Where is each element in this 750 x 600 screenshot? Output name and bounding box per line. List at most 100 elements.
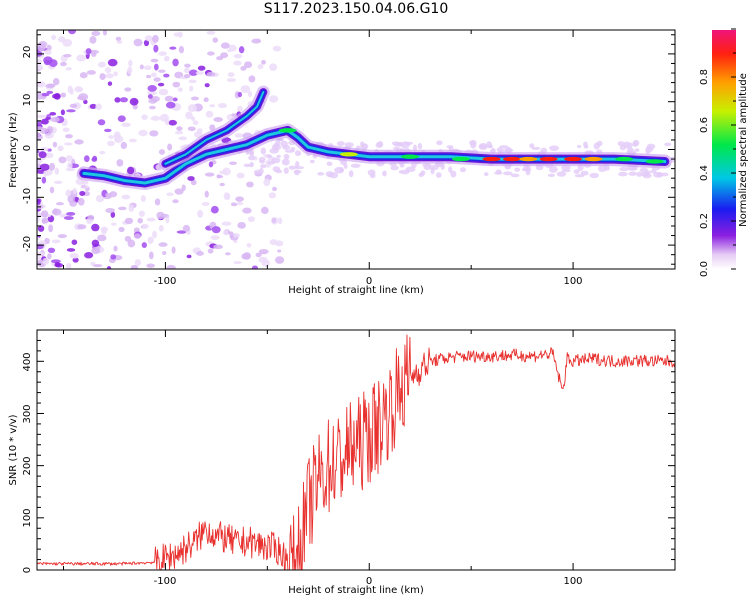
snr-ticks	[37, 330, 676, 571]
noise-speckle	[361, 143, 368, 150]
noise-speckle	[80, 184, 89, 189]
noise-speckle	[67, 195, 75, 204]
noise-speckle	[172, 58, 179, 67]
noise-speckle	[632, 141, 639, 147]
spectral-peak	[339, 152, 358, 157]
noise-speckle	[39, 163, 50, 171]
noise-speckle	[42, 257, 50, 265]
noise-speckle	[190, 116, 196, 121]
noise-speckle	[83, 155, 90, 163]
noise-speckle	[152, 230, 157, 239]
noise-speckle	[107, 140, 115, 147]
noise-speckle	[41, 219, 47, 224]
noise-speckle	[49, 186, 55, 194]
ridge-upper-center	[164, 91, 265, 165]
noise-speckle	[247, 216, 255, 222]
noise-speckle	[53, 93, 61, 100]
noise-speckle	[113, 245, 118, 252]
noise-speckle	[44, 59, 51, 66]
noise-speckle	[41, 176, 47, 184]
noise-speckle	[334, 166, 345, 174]
noise-speckle	[628, 171, 638, 176]
noise-speckle	[186, 254, 192, 259]
noise-speckle	[294, 169, 300, 176]
noise-speckle	[237, 91, 242, 98]
noise-speckle	[53, 180, 63, 185]
noise-speckle	[37, 92, 43, 100]
noise-speckle	[169, 46, 177, 50]
noise-speckle	[246, 242, 252, 248]
noise-speckle	[77, 197, 85, 206]
noise-speckle	[54, 167, 60, 175]
noise-speckle	[233, 53, 243, 59]
noise-speckle	[375, 142, 382, 149]
noise-speckle	[77, 95, 86, 101]
noise-speckle	[221, 221, 232, 226]
noise-speckle	[261, 206, 269, 215]
noise-speckle	[141, 114, 148, 120]
noise-speckle	[577, 144, 582, 149]
noise-speckle	[257, 64, 264, 70]
spectral-peak	[615, 156, 634, 162]
colorbar-gradient	[712, 30, 736, 269]
noise-speckle	[176, 126, 183, 131]
noise-speckle	[66, 248, 76, 252]
noise-speckle	[114, 97, 121, 103]
noise-speckle	[147, 84, 157, 92]
noise-speckle	[71, 239, 78, 245]
noise-speckle	[233, 261, 242, 265]
noise-speckle	[295, 161, 300, 169]
noise-speckle	[206, 30, 216, 35]
noise-speckle	[162, 251, 167, 255]
noise-speckle	[435, 172, 442, 178]
noise-speckle	[626, 147, 634, 153]
noise-speckle	[503, 171, 513, 176]
noise-speckle	[58, 156, 67, 164]
noise-speckle	[184, 63, 191, 68]
noise-speckle	[258, 168, 264, 175]
noise-speckle	[57, 145, 64, 152]
top-ytick-label: 0	[22, 145, 33, 151]
noise-speckle	[278, 217, 283, 225]
noise-speckle	[619, 166, 629, 172]
noise-speckle	[37, 198, 41, 205]
noise-speckle	[187, 126, 196, 132]
noise-speckle	[158, 51, 167, 56]
noise-speckle	[130, 265, 138, 269]
noise-speckle	[174, 131, 184, 135]
noise-speckle	[241, 253, 251, 260]
noise-speckle	[664, 142, 672, 147]
noise-speckle	[41, 118, 49, 125]
noise-speckle	[48, 224, 54, 233]
noise-speckle	[133, 233, 141, 239]
noise-speckle	[95, 103, 102, 111]
noise-speckle	[417, 142, 423, 150]
noise-speckle	[99, 150, 106, 155]
noise-speckle	[183, 74, 191, 79]
noise-speckle	[251, 265, 258, 269]
noise-speckle	[326, 161, 333, 166]
noise-speckle	[636, 171, 643, 177]
figure-title: S117.2023.150.04.06.G10	[263, 1, 449, 17]
top-ytick-label: -20	[22, 236, 33, 252]
noise-speckle	[237, 105, 243, 113]
noise-speckle	[216, 174, 221, 179]
noise-speckle	[66, 262, 72, 269]
noise-speckle	[269, 63, 278, 71]
noise-speckle	[55, 202, 64, 206]
spectrogram-ticks	[37, 30, 676, 269]
noise-speckle	[172, 97, 178, 102]
noise-speckle	[99, 73, 106, 81]
noise-speckle	[181, 184, 186, 191]
noise-speckle	[157, 82, 165, 87]
noise-speckle	[244, 61, 253, 69]
noise-speckle	[598, 165, 607, 172]
noise-speckle	[91, 239, 100, 247]
noise-speckle	[39, 127, 48, 134]
bottom-ytick-label: 300	[22, 404, 33, 423]
noise-speckle	[225, 252, 231, 256]
noise-speckle	[65, 155, 73, 162]
noise-speckle	[111, 222, 117, 226]
noise-speckle	[62, 127, 70, 133]
noise-speckle	[149, 105, 156, 110]
